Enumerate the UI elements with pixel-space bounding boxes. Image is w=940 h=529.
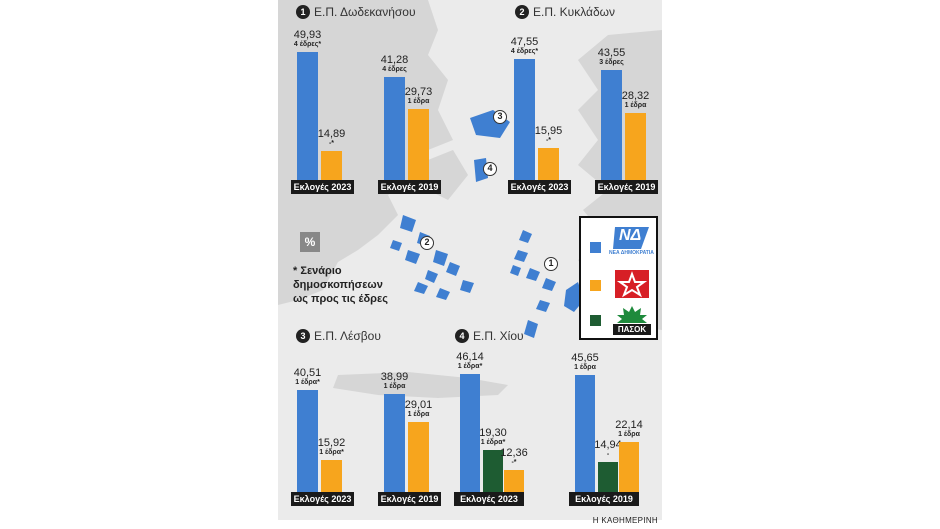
- map-marker-4: 4: [483, 162, 497, 176]
- map-marker-2: 2: [420, 236, 434, 250]
- percent-symbol-box: %: [300, 232, 320, 252]
- bar-value-label: 41,28: [380, 54, 409, 66]
- bar-seats-label: -*: [545, 137, 552, 144]
- bar-seats-label: 4 έδρες: [382, 66, 407, 73]
- section-title-lesvos: 3 Ε.Π. Λέσβου: [296, 329, 381, 343]
- section-number: 4: [455, 329, 469, 343]
- scenario-note-line: ως προς τις έδρες: [293, 293, 388, 305]
- syriza-logo: [615, 270, 649, 298]
- bar-value-label: 15,95: [534, 125, 563, 137]
- bar-seats-label: 1 έδρα: [407, 98, 430, 105]
- bar-seats-label: -*: [328, 140, 335, 147]
- section-number: 3: [296, 329, 310, 343]
- bar-syriza: [625, 113, 646, 193]
- bar-nd: [384, 77, 405, 193]
- section-number: 1: [296, 5, 310, 19]
- bar-nd: [601, 70, 622, 193]
- bar-seats-label: 1 έδρα: [574, 364, 596, 371]
- bar-nd: [514, 59, 535, 193]
- bar-syriza: [408, 422, 429, 505]
- election-label: Εκλογές 2023: [454, 492, 524, 506]
- bar-nd: [297, 390, 318, 505]
- section-title-text: Ε.Π. Κυκλάδων: [533, 5, 616, 19]
- bar-seats-label: 1 έδρα: [407, 411, 430, 418]
- bar-value-label: 29,73: [404, 86, 433, 98]
- scenario-note-line: δημοσκοπήσεων: [293, 279, 383, 291]
- bar-seats-label: 1 έδρα: [618, 431, 640, 438]
- bar-value-label: 47,55: [510, 36, 539, 48]
- bar-seats-label: 1 έδρα*: [480, 439, 506, 446]
- election-label: Εκλογές 2019: [378, 180, 441, 194]
- bar-pasok: [483, 450, 503, 505]
- election-label: Εκλογές 2019: [378, 492, 441, 506]
- legend-swatch-syriza: [590, 280, 601, 291]
- bar-seats-label: 1 έδρα*: [457, 363, 483, 370]
- bar-value-label: 29,01: [404, 399, 433, 411]
- bar-value-label: 45,65: [571, 352, 599, 364]
- bar-value-label: 14,89: [317, 128, 346, 140]
- bar-seats-label: 1 έδρα*: [319, 449, 344, 456]
- section-title-text: Ε.Π. Δωδεκανήσου: [314, 5, 416, 19]
- section-title-text: Ε.Π. Λέσβου: [314, 329, 381, 343]
- bar-seats-label: 4 έδρες*: [293, 41, 322, 48]
- bar-value-label: 19,30: [479, 427, 507, 439]
- section-title-chios: 4 Ε.Π. Χίου: [455, 329, 524, 343]
- crete-island: [333, 372, 508, 398]
- nd-logo-text: ΝΔ: [619, 227, 642, 244]
- bar-seats-label: 3 έδρες: [599, 59, 624, 66]
- cyclades-islands: [390, 215, 474, 300]
- bar-value-label: 43,55: [597, 47, 626, 59]
- section-title-text: Ε.Π. Χίου: [473, 329, 524, 343]
- party-legend: ΝΔ ΝΕΑ ΔΗΜΟΚΡΑΤΙΑ ΠΑΣΟΚ: [579, 216, 658, 340]
- bar-value-label: 15,92: [317, 437, 346, 449]
- legend-swatch-nd: [590, 242, 601, 253]
- bar-seats-label: -: [606, 451, 610, 458]
- bar-seats-label: 4 έδρες*: [510, 48, 539, 55]
- nd-logo: ΝΔ ΝΕΑ ΔΗΜΟΚΡΑΤΙΑ: [609, 223, 654, 257]
- bar-value-label: 14,94: [594, 439, 622, 451]
- nd-logo-subtext: ΝΕΑ ΔΗΜΟΚΡΑΤΙΑ: [609, 250, 654, 256]
- bar-value-label: 28,32: [621, 90, 650, 102]
- bar-nd: [297, 52, 318, 193]
- election-label: Εκλογές 2019: [595, 180, 658, 194]
- bar-value-label: 40,51: [293, 367, 322, 379]
- election-label: Εκλογές 2023: [291, 180, 354, 194]
- pasok-logo: ΠΑΣΟΚ: [611, 304, 653, 336]
- legend-swatch-pasok: [590, 315, 601, 326]
- mainland-greece: [278, 0, 453, 305]
- election-label: Εκλογές 2023: [508, 180, 571, 194]
- map-marker-3: 3: [493, 110, 507, 124]
- nd-logo-icon: [613, 227, 649, 249]
- bar-value-label: 46,14: [456, 351, 484, 363]
- bar-nd: [460, 374, 480, 505]
- bar-value-label: 22,14: [615, 419, 643, 431]
- bar-syriza: [619, 442, 639, 505]
- scenario-note: * Σενάριο δημοσκοπήσεων ως προς τις έδρε…: [293, 264, 388, 306]
- bar-value-label: 38,99: [380, 371, 409, 383]
- section-title-cyclades: 2 Ε.Π. Κυκλάδων: [515, 5, 615, 19]
- election-label: Εκλογές 2019: [569, 492, 639, 506]
- scenario-note-line: * Σενάριο: [293, 265, 342, 277]
- bar-seats-label: -*: [511, 459, 517, 466]
- bar-nd: [384, 394, 405, 505]
- bar-value-label: 49,93: [293, 29, 322, 41]
- bar-syriza: [408, 109, 429, 193]
- bar-seats-label: 1 έδρα*: [295, 379, 320, 386]
- map-marker-1: 1: [544, 257, 558, 271]
- bar-nd: [575, 375, 595, 505]
- pasok-sun-icon: [617, 306, 647, 323]
- bar-value-label: 12,36: [500, 447, 528, 459]
- bar-seats-label: 1 έδρα: [624, 102, 647, 109]
- pasok-logo-text: ΠΑΣΟΚ: [613, 324, 651, 335]
- source-credit: Η ΚΑΘΗΜΕΡΙΝΗ: [592, 516, 658, 525]
- section-title-dodecanese: 1 Ε.Π. Δωδεκανήσου: [296, 5, 416, 19]
- dodecanese-islands: [510, 230, 584, 338]
- bar-seats-label: 1 έδρα: [383, 383, 406, 390]
- election-label: Εκλογές 2023: [291, 492, 354, 506]
- syriza-logo-icon: [615, 270, 649, 298]
- section-number: 2: [515, 5, 529, 19]
